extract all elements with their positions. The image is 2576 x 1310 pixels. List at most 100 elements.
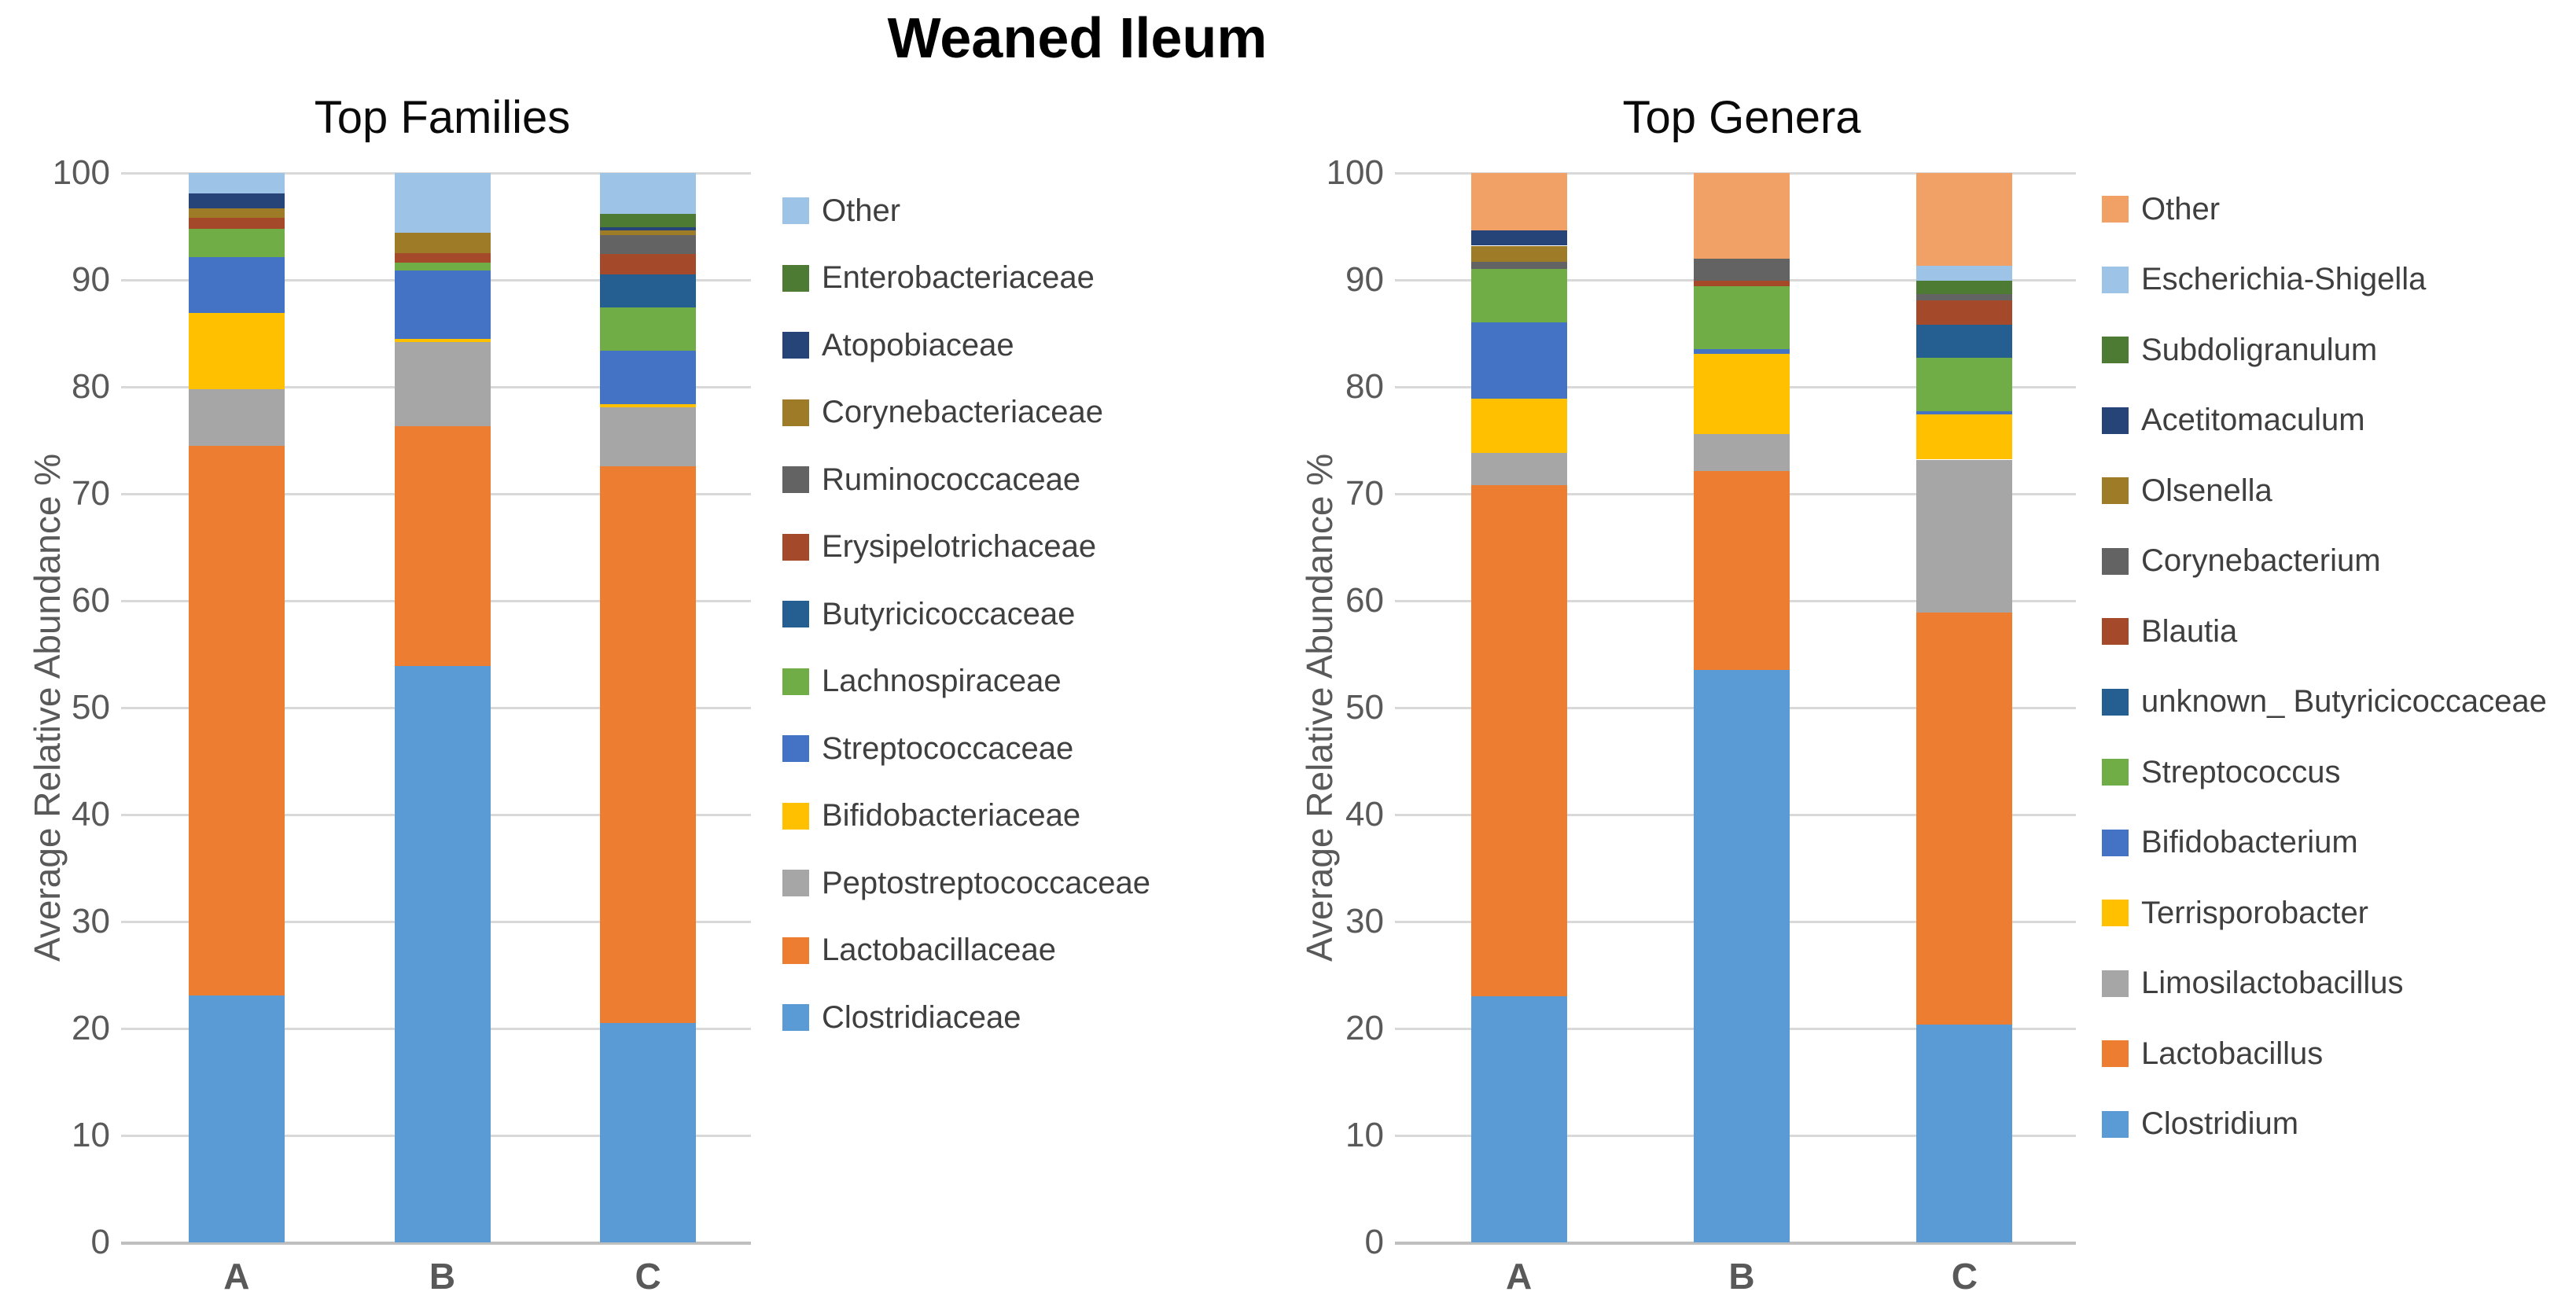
y-tick-label-20: 20 [1345,1009,1384,1047]
y-tick-label-0: 0 [1364,1223,1384,1261]
bar-segment-peptostreptococcaceae [188,388,285,446]
x-category-label-a: A [1506,1256,1533,1297]
bar-segment-unknown-butyricicoccaceae [1916,325,2013,359]
bar-segment-other [600,173,697,214]
legend-swatch-icon [782,332,809,359]
legend-label: Clostridium [2141,1106,2299,1141]
bar-segment-olsenella [1470,245,1567,262]
legend-swatch-icon [782,1004,809,1031]
bar-segment-other [1470,173,1567,231]
legend-label: Streptococcus [2141,754,2341,789]
legend-swatch-icon [782,870,809,896]
legend-swatch-icon [2102,547,2129,575]
legend-label: Corynebacteriaceae [822,395,1103,429]
figure-title: Weaned Ileum [887,7,1268,70]
legend-label: Lactobacillus [2141,1036,2324,1071]
y-tick-label-100: 100 [52,153,110,192]
stacked-bar-a [1470,173,1567,1242]
legend-label: Butyricicoccaceae [822,596,1076,631]
legend-item-terrisporobacter: Terrisporobacter [2102,891,2368,935]
y-tick-label-50: 50 [1345,688,1384,727]
legend-item-lactobacillus: Lactobacillus [2102,1032,2323,1076]
legend-swatch-icon [2102,688,2129,716]
legend-swatch-icon [2102,829,2129,856]
legend-swatch-icon [2102,196,2129,223]
y-tick-label-80: 80 [1345,367,1384,406]
legend-label: Escherichia-Shigella [2141,262,2427,296]
legend-item-lachnospiraceae: Lachnospiraceae [782,660,1062,704]
stacked-bar-c [1916,173,2013,1242]
legend-swatch-icon [2102,970,2129,997]
bar-segment-limosilactobacillus [1916,459,2013,613]
y-tick-label-50: 50 [72,688,110,727]
bar-segment-bifidobacterium [1470,322,1567,399]
legend-item-lactobacillaceae: Lactobacillaceae [782,929,1056,973]
legend-label: Acetitomaculum [2141,403,2365,437]
bar-segment-lactobacillaceae [188,445,285,995]
x-category-label-b: B [1728,1256,1755,1297]
legend-item-escherichia-shigella: Escherichia-Shigella [2102,258,2426,302]
bar-segment-bifidobacteriaceae [188,313,285,389]
bar-segment-blautia [1916,300,2013,326]
bar-segment-peptostreptococcaceae [394,341,491,427]
bar-segment-streptococcaceae [600,350,697,404]
legend-label: Streptococcaceae [822,730,1074,766]
legend-swatch-icon [782,937,809,964]
bar-segment-bifidobacterium [1694,349,1790,354]
legend-label: Peptostreptococcaceae [822,865,1151,900]
legend-item-corynebacteriaceae: Corynebacteriaceae [782,391,1103,435]
bar-segment-clostridiaceae [188,995,285,1242]
bar-segment-streptococcaceae [394,270,491,339]
bar-segment-atopobiaceae [188,193,285,208]
legend-swatch-icon [2102,759,2129,786]
legend-label: Terrisporobacter [2141,895,2369,930]
legend-label: Enterobacteriaceae [822,260,1095,295]
legend-swatch-icon [782,533,809,561]
bar-segment-butyricicoccaceae [600,274,697,308]
y-tick-label-40: 40 [1345,795,1384,833]
bar-segment-other [188,173,285,193]
bar-segment-lachnospiraceae [188,228,285,258]
bar-segment-lachnospiraceae [394,263,491,270]
bar-segment-erysipelotrichaceae [394,253,491,263]
legend-item-peptostreptococcaceae: Peptostreptococcaceae [782,861,1150,905]
bar-segment-ruminococcaceae [600,234,697,255]
legend-label: Atopobiaceae [822,327,1014,362]
legend-swatch-icon [782,399,809,426]
legend-label: Olsenella [2141,473,2272,508]
legend-swatch-icon [2102,900,2129,926]
legend-swatch-icon [782,668,809,695]
legend-swatch-icon [2102,266,2129,293]
legend-item-enterobacteriaceae: Enterobacteriaceae [782,256,1095,300]
legend-item-other: Other [2102,187,2220,231]
bar-segment-corynebacterium [1916,293,2013,300]
legend-item-olsenella: Olsenella [2102,469,2272,513]
bar-segment-subdoligranulum [1916,281,2013,294]
chart-title-top-genera: Top Genera [1622,92,1861,143]
legend-swatch-icon [2102,337,2129,363]
bar-segment-lactobacillaceae [394,426,491,666]
bar-segment-streptococcus [1470,269,1567,323]
legend-label: Ruminococcaceae [822,462,1081,497]
legend-label: Subdoligranulum [2141,332,2378,367]
bar-segment-lactobacillus [1916,612,2013,1025]
legend-label: Bifidobacteriaceae [822,798,1081,833]
stacked-bar-b [1694,173,1790,1242]
bar-segment-peptostreptococcaceae [600,407,697,466]
x-category-label-a: A [223,1256,250,1297]
y-tick-label-40: 40 [72,795,110,833]
legend-item-unknown-butyricicoccaceae: unknown_ Butyricicoccaceae [2102,680,2547,724]
y-tick-label-20: 20 [72,1009,110,1047]
bar-segment-corynebacteriaceae [600,230,697,235]
legend-swatch-icon [782,264,809,292]
bar-segment-limosilactobacillus [1470,453,1567,486]
bar-segment-terrisporobacter [1470,398,1567,454]
gridline-0 [1395,1242,2076,1245]
stacked-bar-a [188,173,285,1242]
chart-title-top-families: Top Families [314,92,571,143]
bar-segment-clostridium [1916,1024,2013,1242]
legend-label: Lachnospiraceae [822,664,1062,698]
legend-item-butyricicoccaceae: Butyricicoccaceae [782,592,1075,636]
legend-label: Other [822,193,901,228]
bar-segment-clostridium [1470,996,1567,1242]
